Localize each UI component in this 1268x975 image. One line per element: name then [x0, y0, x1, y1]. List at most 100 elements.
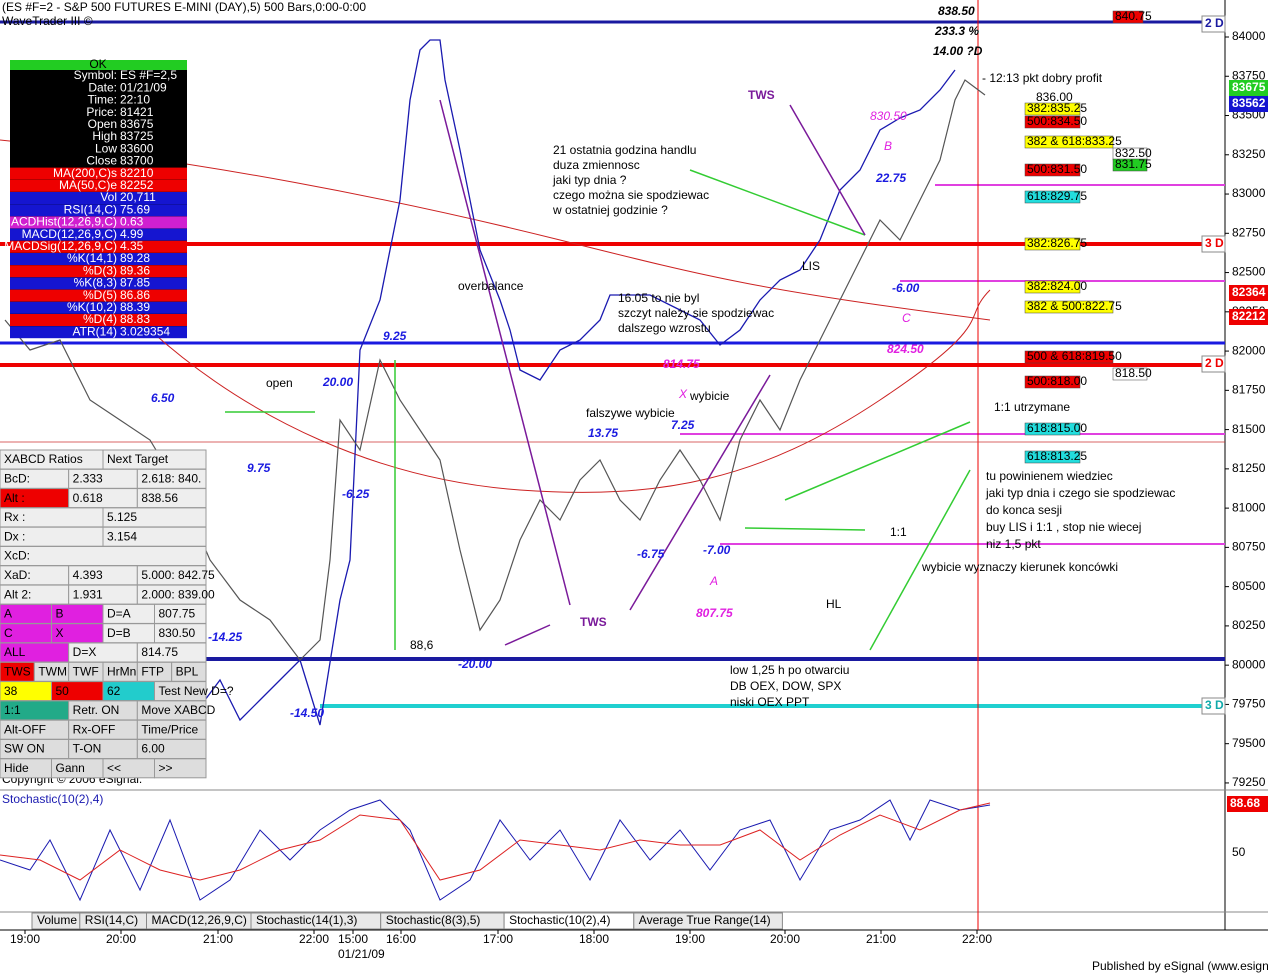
study-title: WaveTrader III © — [2, 14, 93, 28]
panel-text: 1.931 — [73, 587, 103, 601]
info-value: 75.69 — [120, 202, 150, 216]
note-line: czego można sie spodziewac — [553, 188, 709, 202]
info-label: MACDHist(12,26,9,C) — [1, 215, 117, 229]
annotation: -6.75 — [637, 547, 665, 561]
annotation: -6.25 — [342, 487, 370, 501]
tag-text: 82364 — [1232, 285, 1266, 299]
panel-text: Alt 2: — [4, 587, 31, 601]
info-value: 83725 — [120, 129, 154, 143]
level-label: 500 & 618:819.50 — [1027, 349, 1122, 363]
panel-text: Dx : — [4, 529, 25, 543]
annotation: X — [678, 387, 688, 401]
panel-text: Test New D=? — [159, 684, 234, 698]
panel-text: 50 — [56, 684, 70, 698]
price-label: 80250 — [1232, 618, 1266, 632]
panel-text: TWM — [38, 664, 67, 678]
info-value: 88.83 — [120, 312, 150, 326]
panel-text: >> — [159, 761, 173, 775]
time-label: 16:00 — [386, 932, 416, 946]
panel-text: 6.00 — [141, 742, 165, 756]
row-bg — [10, 253, 187, 265]
panel-text: ALL — [4, 645, 26, 659]
tab-label: Volume — [37, 913, 77, 927]
tag-text: 82212 — [1232, 309, 1266, 323]
annotation: falszywe wybicie — [586, 406, 675, 420]
tab-label: Stochastic(8(3),5) — [386, 913, 481, 927]
panel-text: XABCD Ratios — [4, 452, 83, 466]
note-line: do konca sesji — [986, 503, 1062, 517]
panel-text: 5.125 — [107, 510, 137, 524]
panel-text: Move XABCD — [141, 703, 215, 717]
row-bg — [10, 204, 187, 217]
price-label: 80750 — [1232, 540, 1266, 554]
annotation: 13.75 — [588, 426, 618, 440]
value-tag — [1227, 796, 1268, 812]
info-label: %D(5) — [83, 288, 117, 302]
price-label: 82500 — [1232, 265, 1266, 279]
time-label: 22:00 — [299, 932, 329, 946]
pane-scale: 50 — [1232, 845, 1246, 859]
time-label: 22:00 — [962, 932, 992, 946]
annotation: LIS — [802, 259, 820, 273]
annotation: - 12:13 pkt dobry profit — [982, 71, 1103, 85]
price-label: 82750 — [1232, 225, 1266, 239]
label: 14.00 ?D — [933, 44, 983, 58]
info-label: Date: — [88, 80, 117, 94]
panel-cell[interactable] — [154, 758, 207, 779]
wave-line — [204, 39, 956, 726]
panel-text: 3.154 — [107, 529, 137, 543]
panel-text: Gann — [56, 761, 85, 775]
info-label: %K(8,3) — [74, 276, 117, 290]
annotation: 807.75 — [696, 606, 733, 620]
panel-text: Next Target — [107, 452, 169, 466]
price-label: 81500 — [1232, 422, 1266, 436]
tab[interactable] — [633, 912, 783, 930]
annotation: 814.75 — [663, 357, 700, 371]
level-label: 836.00 — [1036, 90, 1073, 104]
annotation: 22.75 — [875, 171, 906, 185]
annotation: TWS — [748, 88, 775, 102]
annotation: -6.00 — [892, 281, 920, 295]
info-value: 82252 — [120, 178, 154, 192]
info-value: 81421 — [120, 105, 154, 119]
annotation: TWS — [580, 615, 607, 629]
annotation: 9.25 — [383, 329, 407, 343]
level-box — [1024, 300, 1114, 314]
tag — [1201, 15, 1226, 33]
annotation: A — [709, 574, 718, 588]
annotation: 7.25 — [671, 418, 695, 432]
row-bg — [10, 289, 187, 302]
info-value: 89.36 — [120, 263, 150, 277]
panel-text: 38 — [4, 684, 18, 698]
level-label: 831.75 — [1115, 157, 1152, 171]
level-label: 382 & 500:822.75 — [1027, 299, 1122, 313]
time-label: 15:00 — [338, 932, 368, 946]
row-bg — [10, 167, 187, 180]
panel-text: 62 — [107, 684, 121, 698]
annotation: 1:1 — [890, 525, 907, 539]
note-line: 16.05 to nie byl — [618, 291, 699, 305]
tag — [1229, 80, 1268, 96]
info-label: %K(14,1) — [67, 251, 117, 265]
row-bg — [10, 301, 187, 314]
info-value: 89.28 — [120, 251, 150, 265]
time-label: 21:00 — [203, 932, 233, 946]
tag-text: 3 D — [1205, 698, 1224, 712]
annotation: 88,6 — [410, 638, 434, 652]
price-line — [4, 79, 986, 661]
row-bg — [10, 240, 187, 253]
panel-text: 2.000: 839.00 — [141, 587, 215, 601]
note-line: low 1,25 h po otwarciu — [730, 663, 849, 677]
level-box — [1024, 237, 1081, 251]
level-label: 382:835.25 — [1027, 101, 1087, 115]
label: 838.50 — [938, 4, 975, 18]
level-box — [1024, 422, 1081, 436]
tab-label: Stochastic(14(1),3) — [256, 913, 357, 927]
label: 233.3 % — [934, 24, 979, 38]
level-box — [1024, 450, 1081, 464]
row-bg — [10, 326, 187, 339]
panel-text: Retr. ON — [73, 703, 120, 717]
info-value: 82210 — [120, 166, 154, 180]
note-line: 21 ostatnia godzina handlu — [553, 143, 696, 157]
